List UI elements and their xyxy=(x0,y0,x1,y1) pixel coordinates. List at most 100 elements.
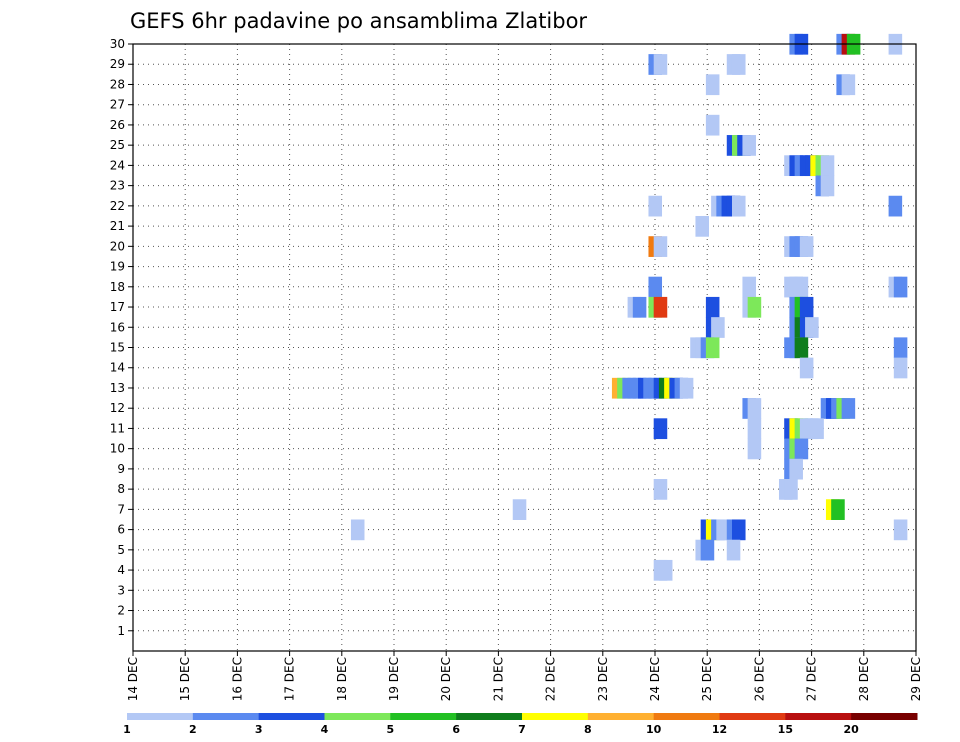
y-tick-label: 29 xyxy=(110,57,125,71)
x-tick-label: 15 DEC xyxy=(178,657,192,701)
y-tick-label: 19 xyxy=(110,260,125,274)
precip-cell xyxy=(658,559,673,581)
x-tick-label: 24 DEC xyxy=(648,657,662,701)
colorbar-label: 5 xyxy=(387,723,395,736)
precip-cell xyxy=(841,74,856,96)
y-tick-label: 15 xyxy=(110,341,125,355)
y-tick-label: 22 xyxy=(110,199,125,213)
y-tick-label: 7 xyxy=(117,502,125,516)
x-tick-label: 19 DEC xyxy=(387,657,401,701)
precip-cell xyxy=(747,438,762,460)
precip-cell xyxy=(700,539,715,561)
colorbar-label: 1 xyxy=(123,723,131,736)
x-tick-label: 27 DEC xyxy=(805,657,819,701)
chart-title: GEFS 6hr padavine po ansamblima Zlatibor xyxy=(130,9,587,33)
precip-cell xyxy=(648,195,663,217)
precip-cell xyxy=(789,458,803,480)
precip-cell xyxy=(799,296,814,318)
precip-cell xyxy=(747,398,762,419)
precip-cell xyxy=(794,276,809,298)
y-tick-label: 16 xyxy=(110,320,125,334)
precip-cell xyxy=(888,195,903,217)
precip-cell xyxy=(705,296,720,318)
precip-cell xyxy=(799,236,814,257)
precip-cell xyxy=(742,135,756,156)
precip-cell xyxy=(893,357,908,379)
y-tick-label: 9 xyxy=(117,462,125,476)
y-tick-label: 5 xyxy=(117,543,125,557)
precip-cell xyxy=(653,479,668,500)
precip-cell xyxy=(784,479,798,500)
precip-cell xyxy=(810,418,824,440)
precip-cell xyxy=(742,276,756,298)
colorbar-swatch xyxy=(522,713,589,720)
colorbar-swatch xyxy=(192,713,260,720)
x-tick-label: 14 DEC xyxy=(126,657,140,701)
precip-cell xyxy=(726,539,741,561)
precip-cell xyxy=(679,377,694,399)
precip-cell xyxy=(893,519,908,541)
y-tick-label: 8 xyxy=(117,482,125,496)
y-tick-label: 25 xyxy=(110,138,125,152)
colorbar-label: 20 xyxy=(844,723,860,736)
precip-cell xyxy=(841,398,856,419)
precip-cell xyxy=(731,519,746,541)
precip-cell xyxy=(731,54,746,75)
colorbar-swatch xyxy=(456,713,523,720)
x-tick-label: 17 DEC xyxy=(283,657,297,701)
y-tick-label: 1 xyxy=(117,624,125,638)
y-tick-label: 23 xyxy=(110,179,125,193)
colorbar-swatch xyxy=(258,713,325,720)
colorbar-swatch xyxy=(851,713,918,720)
y-tick-label: 27 xyxy=(110,98,125,112)
x-tick-label: 18 DEC xyxy=(335,657,349,701)
colorbar-swatch xyxy=(785,713,852,720)
y-tick-label: 28 xyxy=(110,77,125,91)
colorbar-label: 15 xyxy=(778,723,793,736)
precip-cell xyxy=(820,155,835,177)
x-axis: 14 DEC 15 DEC 16 DEC 17 DEC 18 DEC 19 DEC 20 D… xyxy=(126,651,923,701)
precip-cell xyxy=(747,418,762,440)
precip-cell xyxy=(705,114,720,136)
colorbar-label: 3 xyxy=(255,723,263,736)
x-tick-label: 20 DEC xyxy=(439,657,453,701)
precip-cell xyxy=(711,317,725,338)
precip-cell xyxy=(350,519,365,541)
precip-cell xyxy=(653,236,668,257)
colorbar-swatch xyxy=(587,713,655,720)
colorbar-swatch xyxy=(390,713,457,720)
colorbar-swatch xyxy=(719,713,786,720)
precip-cell xyxy=(831,499,845,520)
colorbar-swatch xyxy=(324,713,391,720)
y-tick-label: 21 xyxy=(110,219,125,233)
precip-cell xyxy=(893,337,908,359)
colorbar-label: 10 xyxy=(646,723,662,736)
colorbar-label: 8 xyxy=(584,723,592,736)
x-tick-label: 22 DEC xyxy=(544,657,558,701)
precip-cell xyxy=(653,418,668,440)
precip-cell xyxy=(820,175,835,197)
precip-cell xyxy=(794,337,809,359)
x-tick-label: 26 DEC xyxy=(752,657,766,701)
precip-cell xyxy=(512,499,527,520)
x-tick-label: 28 DEC xyxy=(857,657,871,701)
precip-cell xyxy=(747,296,762,318)
precip-cell xyxy=(632,296,647,318)
precip-cell xyxy=(799,357,814,379)
y-axis: 1234567891011121314151617181920212223242… xyxy=(110,37,133,638)
colorbar-label: 4 xyxy=(321,723,329,736)
y-tick-label: 30 xyxy=(110,37,125,51)
y-tick-label: 18 xyxy=(110,280,125,294)
y-tick-label: 4 xyxy=(117,563,125,577)
colorbar-label: 6 xyxy=(452,723,460,736)
precip-cell xyxy=(648,276,663,298)
x-tick-label: 21 DEC xyxy=(491,657,505,701)
x-tick-label: 29 DEC xyxy=(909,657,923,701)
precip-cell xyxy=(653,296,668,318)
y-tick-label: 24 xyxy=(110,158,125,172)
precip-cell xyxy=(805,317,819,338)
precip-cell xyxy=(893,276,908,298)
y-tick-label: 17 xyxy=(110,300,125,314)
precip-cell xyxy=(705,337,720,359)
precip-cell xyxy=(705,74,720,96)
